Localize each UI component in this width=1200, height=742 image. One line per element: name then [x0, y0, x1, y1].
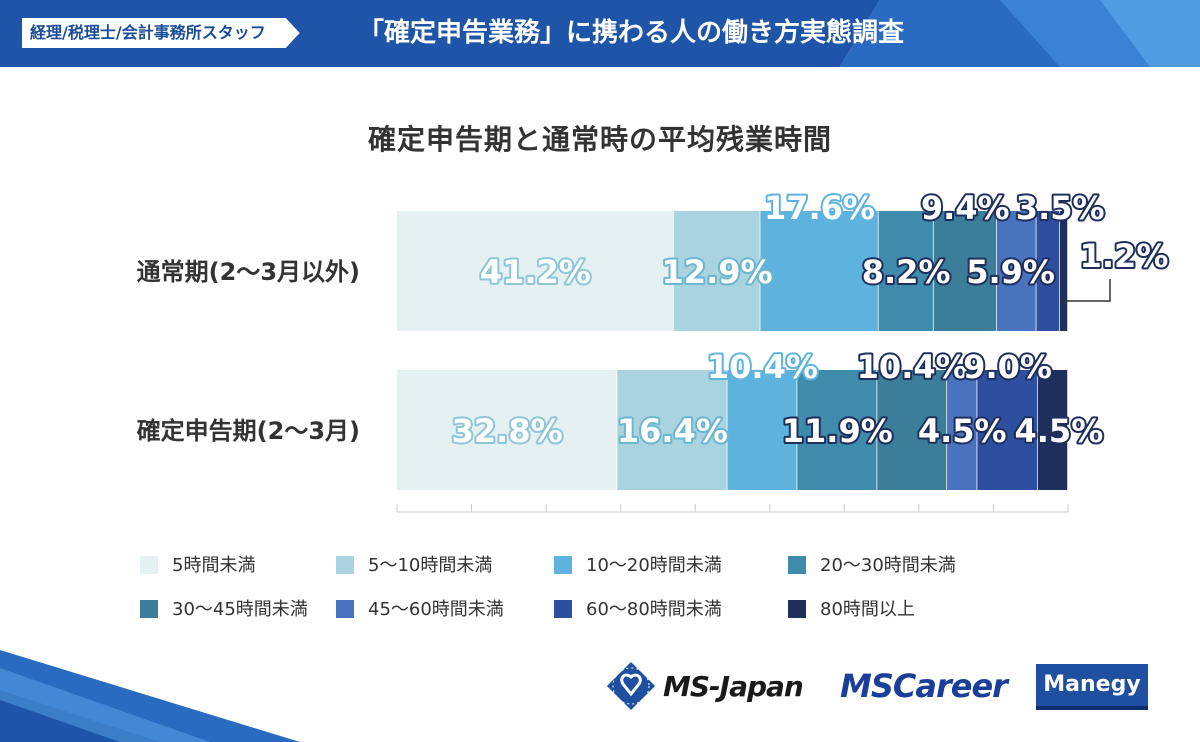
bars-layer — [397, 211, 1069, 490]
legend-label: 5～10時間未満 — [368, 555, 493, 576]
legend-swatch — [140, 600, 158, 618]
data-label: 32.8% — [452, 412, 563, 450]
header-tag: 経理/税理士/会計事務所スタッフ — [22, 18, 300, 48]
legend-label: 80時間以上 — [820, 599, 915, 620]
data-label: 4.5% — [1015, 412, 1104, 450]
legend-label: 20～30時間未満 — [820, 555, 956, 576]
labels-layer: 通常期(2～3月以外) 確定申告期(2～3月) 41.2% 12.9% 17.6% 8.2… — [137, 187, 1171, 452]
bar-segment — [760, 211, 879, 331]
legend-item: 5時間未満 — [140, 553, 255, 579]
legend-label: 10～20時間未満 — [586, 555, 722, 576]
legend-label: 30～45時間未満 — [172, 599, 308, 620]
data-label: 4.5% — [918, 412, 1007, 450]
legend-item: 20～30時間未満 — [788, 553, 956, 579]
data-label: 10.4% — [707, 348, 818, 386]
legend-swatch — [788, 556, 806, 574]
category-label: 通常期(2～3月以外) — [137, 258, 360, 286]
manegy-logo: Manegy — [1036, 664, 1148, 710]
legend-item: 10～20時間未満 — [554, 553, 722, 579]
data-label: 3.5% — [1016, 189, 1105, 227]
legend-item: 80時間以上 — [788, 597, 915, 623]
bar-segment — [996, 211, 1037, 331]
msjapan-logo-text: MS-Japan — [663, 670, 804, 703]
data-label: 9.0% — [963, 348, 1052, 386]
bar-segment — [617, 370, 728, 490]
bar-segment — [877, 370, 948, 490]
legend-item: 30～45時間未満 — [140, 597, 308, 623]
x-axis — [396, 504, 1069, 513]
data-label: 41.2% — [480, 253, 591, 291]
bar-segment — [1037, 370, 1068, 490]
bar-segment — [397, 211, 674, 331]
legend-swatch — [336, 600, 354, 618]
bar-segment — [977, 370, 1038, 490]
legend-swatch — [554, 600, 572, 618]
legend-label: 45～60時間未満 — [368, 599, 504, 620]
data-label: 9.4% — [921, 189, 1010, 227]
bar-segment — [727, 370, 798, 490]
legend-item: 5～10時間未満 — [336, 553, 492, 579]
legend-label: 60～80時間未満 — [586, 599, 722, 620]
data-label: 10.4% — [857, 348, 968, 386]
bar-segment — [878, 211, 934, 331]
header-banner: 経理/税理士/会計事務所スタッフ 「確定申告業務」に携わる人の働き方実態調査 — [0, 0, 1200, 67]
legend-swatch — [336, 556, 354, 574]
data-label: 17.6% — [764, 189, 875, 227]
legend-swatch — [788, 600, 806, 618]
bar-segment — [397, 370, 618, 490]
data-label: 11.9% — [782, 412, 893, 450]
header-background — [0, 0, 1200, 67]
bar-segment — [947, 370, 978, 490]
category-label: 確定申告期(2～3月) — [137, 417, 360, 445]
legend-swatch — [554, 556, 572, 574]
header-title: 「確定申告業務」に携わる人の働き方実態調査 — [358, 18, 905, 48]
bar-segment — [933, 211, 997, 331]
bar-segment — [1059, 211, 1068, 331]
data-label: 16.4% — [617, 412, 728, 450]
data-label: 5.9% — [966, 253, 1055, 291]
callout-line — [1063, 279, 1111, 302]
legend-swatch — [140, 556, 158, 574]
mscareer-logo: MSCareer — [840, 667, 1008, 705]
legend-item: 45～60時間未満 — [336, 597, 504, 623]
chart-title: 確定申告期と通常時の平均残業時間 — [367, 123, 832, 156]
bar-segment — [1036, 211, 1060, 331]
legend-label: 5時間未満 — [172, 555, 256, 576]
data-label: 12.9% — [662, 253, 773, 291]
data-label: 8.2% — [862, 253, 951, 291]
bar-segment — [673, 211, 761, 331]
msjapan-mark-icon — [606, 661, 656, 711]
legend-item: 60～80時間未満 — [554, 597, 722, 623]
data-label: 1.2% — [1080, 237, 1169, 275]
bar-segment — [797, 370, 878, 490]
